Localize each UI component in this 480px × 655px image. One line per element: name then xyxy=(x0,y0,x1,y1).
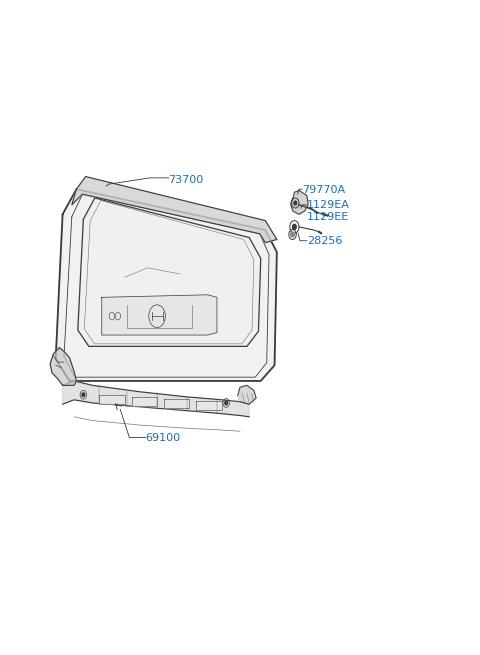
Polygon shape xyxy=(56,189,277,381)
Polygon shape xyxy=(78,198,261,346)
Text: 79770A: 79770A xyxy=(302,185,345,195)
Polygon shape xyxy=(164,399,189,408)
Text: 28256: 28256 xyxy=(307,236,342,246)
Polygon shape xyxy=(102,295,217,335)
Polygon shape xyxy=(72,177,277,242)
Polygon shape xyxy=(132,398,157,406)
Polygon shape xyxy=(62,381,249,417)
Polygon shape xyxy=(196,401,222,410)
Polygon shape xyxy=(99,395,125,403)
Text: 1129EE: 1129EE xyxy=(307,212,349,223)
Polygon shape xyxy=(291,191,308,214)
Text: 69100: 69100 xyxy=(145,432,180,443)
Circle shape xyxy=(82,393,84,397)
Text: 1129EA: 1129EA xyxy=(307,200,350,210)
Text: 73700: 73700 xyxy=(168,175,204,185)
Circle shape xyxy=(294,201,297,205)
Circle shape xyxy=(291,232,294,237)
Circle shape xyxy=(225,401,228,405)
Circle shape xyxy=(292,225,296,229)
Polygon shape xyxy=(50,348,76,385)
Polygon shape xyxy=(238,385,256,404)
